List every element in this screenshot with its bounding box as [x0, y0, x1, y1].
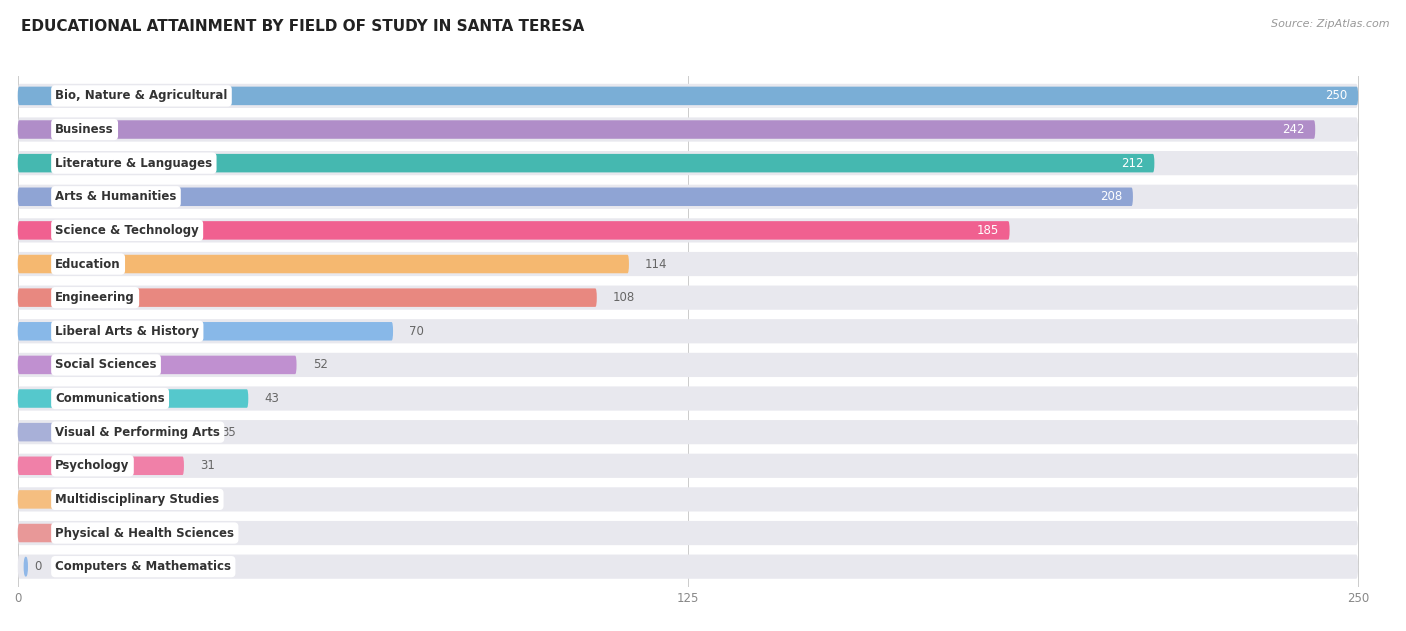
FancyBboxPatch shape: [18, 252, 1358, 276]
FancyBboxPatch shape: [18, 84, 1358, 108]
Text: 31: 31: [200, 459, 215, 472]
Text: 212: 212: [1121, 156, 1143, 170]
Text: Literature & Languages: Literature & Languages: [55, 156, 212, 170]
FancyBboxPatch shape: [18, 454, 1358, 478]
Text: 70: 70: [409, 325, 425, 338]
Text: 108: 108: [613, 291, 636, 304]
Text: 52: 52: [312, 358, 328, 372]
FancyBboxPatch shape: [18, 389, 249, 408]
Text: 15: 15: [114, 526, 129, 540]
FancyBboxPatch shape: [18, 555, 1358, 579]
Text: 0: 0: [34, 560, 41, 573]
FancyBboxPatch shape: [18, 457, 184, 475]
FancyBboxPatch shape: [18, 386, 1358, 411]
FancyBboxPatch shape: [18, 319, 1358, 343]
FancyBboxPatch shape: [18, 221, 1010, 240]
FancyBboxPatch shape: [18, 86, 1358, 105]
FancyBboxPatch shape: [18, 288, 596, 307]
Text: Communications: Communications: [55, 392, 165, 405]
Text: Physical & Health Sciences: Physical & Health Sciences: [55, 526, 235, 540]
Text: Arts & Humanities: Arts & Humanities: [55, 191, 177, 203]
FancyBboxPatch shape: [18, 154, 1154, 172]
FancyBboxPatch shape: [18, 185, 1358, 209]
FancyBboxPatch shape: [18, 286, 1358, 310]
FancyBboxPatch shape: [18, 356, 297, 374]
FancyBboxPatch shape: [18, 322, 394, 341]
Text: Visual & Performing Arts: Visual & Performing Arts: [55, 426, 221, 439]
Text: Engineering: Engineering: [55, 291, 135, 304]
Text: 35: 35: [222, 426, 236, 439]
FancyBboxPatch shape: [18, 524, 98, 542]
Text: 17: 17: [125, 493, 141, 506]
Text: Computers & Mathematics: Computers & Mathematics: [55, 560, 231, 573]
Text: Source: ZipAtlas.com: Source: ZipAtlas.com: [1271, 19, 1389, 29]
FancyBboxPatch shape: [18, 187, 1133, 206]
Text: Business: Business: [55, 123, 114, 136]
Text: 242: 242: [1282, 123, 1305, 136]
FancyBboxPatch shape: [18, 151, 1358, 175]
FancyBboxPatch shape: [18, 521, 1358, 545]
Text: 208: 208: [1099, 191, 1122, 203]
FancyBboxPatch shape: [18, 487, 1358, 512]
Text: Education: Education: [55, 257, 121, 271]
Text: 185: 185: [977, 224, 998, 237]
Text: Psychology: Psychology: [55, 459, 129, 472]
FancyBboxPatch shape: [18, 255, 628, 273]
Text: Liberal Arts & History: Liberal Arts & History: [55, 325, 200, 338]
FancyBboxPatch shape: [18, 121, 1315, 139]
Text: Social Sciences: Social Sciences: [55, 358, 157, 372]
Text: EDUCATIONAL ATTAINMENT BY FIELD OF STUDY IN SANTA TERESA: EDUCATIONAL ATTAINMENT BY FIELD OF STUDY…: [21, 19, 585, 34]
Text: Multidisciplinary Studies: Multidisciplinary Studies: [55, 493, 219, 506]
Text: 250: 250: [1324, 90, 1347, 102]
FancyBboxPatch shape: [18, 218, 1358, 242]
FancyBboxPatch shape: [18, 420, 1358, 444]
FancyBboxPatch shape: [18, 423, 205, 442]
FancyBboxPatch shape: [18, 117, 1358, 141]
Text: Bio, Nature & Agricultural: Bio, Nature & Agricultural: [55, 90, 228, 102]
Text: 114: 114: [645, 257, 668, 271]
FancyBboxPatch shape: [18, 490, 108, 509]
Text: Science & Technology: Science & Technology: [55, 224, 200, 237]
Circle shape: [24, 557, 27, 576]
FancyBboxPatch shape: [18, 353, 1358, 377]
Text: 43: 43: [264, 392, 280, 405]
